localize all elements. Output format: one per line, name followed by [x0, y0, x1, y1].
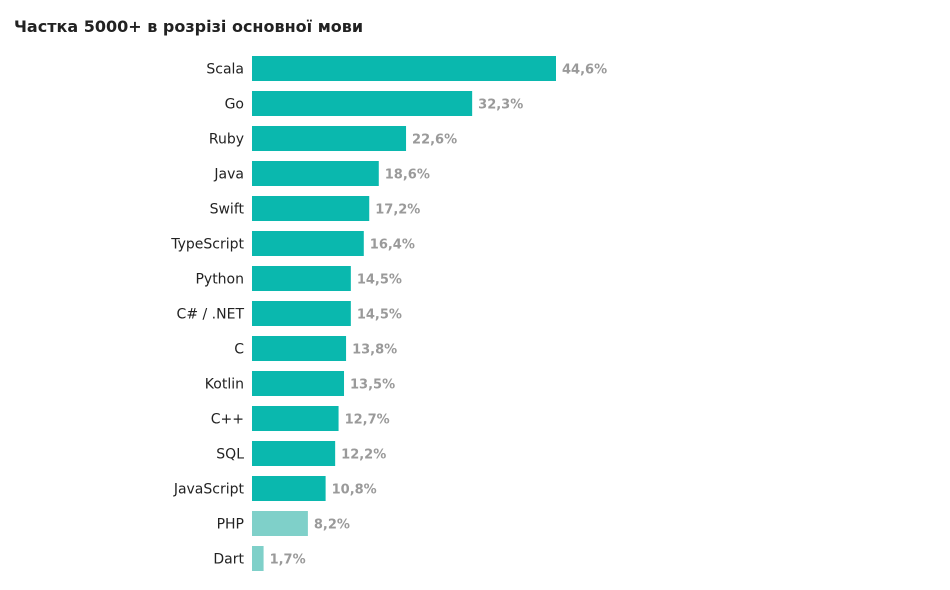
- category-label-sql: SQL: [216, 447, 244, 463]
- category-label-javascript: JavaScript: [173, 482, 245, 498]
- category-label-c-net: C# / .NET: [177, 307, 245, 323]
- value-label-java: 18,6%: [385, 168, 430, 183]
- value-label-kotlin: 13,5%: [350, 378, 395, 393]
- bar-dart: [252, 546, 264, 571]
- value-labels: 44,6% 32,3% 22,6% 18,6% 17,2% 16,4% 14,5% 14,5%…: [270, 63, 608, 568]
- value-label-c: 12,7%: [345, 413, 390, 428]
- category-labels: Scala Go Ruby Java Swift TypeScript Python C# /…: [170, 62, 244, 568]
- category-label-c: C++: [211, 412, 244, 428]
- bar-c-net: [252, 301, 351, 326]
- category-label-java: Java: [213, 167, 244, 183]
- value-label-sql: 12,2%: [341, 448, 386, 463]
- bar-go: [252, 91, 473, 116]
- value-label-python: 14,5%: [357, 273, 402, 288]
- value-label-php: 8,2%: [314, 518, 350, 533]
- bar-java: [252, 161, 379, 186]
- category-label-c: C: [234, 342, 244, 358]
- bar-typescript: [252, 231, 364, 256]
- bar-php: [252, 511, 308, 536]
- category-label-dart: Dart: [213, 552, 244, 568]
- bar-javascript: [252, 476, 326, 501]
- category-label-php: PHP: [217, 517, 244, 533]
- value-label-scala: 44,6%: [562, 63, 607, 78]
- category-label-scala: Scala: [206, 62, 244, 78]
- value-label-c: 13,8%: [352, 343, 397, 358]
- value-label-typescript: 16,4%: [370, 238, 415, 253]
- bar-ruby: [252, 126, 407, 151]
- category-label-kotlin: Kotlin: [205, 377, 244, 393]
- value-label-dart: 1,7%: [270, 553, 306, 568]
- bar-python: [252, 266, 351, 291]
- bar-scala: [252, 56, 556, 81]
- value-label-c-net: 14,5%: [357, 308, 402, 323]
- category-label-typescript: TypeScript: [170, 237, 244, 253]
- bar-kotlin: [252, 371, 345, 396]
- category-label-python: Python: [195, 272, 244, 288]
- value-label-go: 32,3%: [478, 98, 523, 113]
- bars-layer: [252, 56, 556, 571]
- bar-sql: [252, 441, 336, 466]
- chart-title: Частка 5000+ в розрізі основної мови: [14, 17, 364, 36]
- value-label-javascript: 10,8%: [332, 483, 377, 498]
- category-label-swift: Swift: [210, 202, 245, 218]
- bar-c: [252, 336, 347, 361]
- value-label-ruby: 22,6%: [412, 133, 457, 148]
- category-label-go: Go: [225, 97, 244, 113]
- category-label-ruby: Ruby: [209, 132, 244, 148]
- bar-c: [252, 406, 339, 431]
- value-label-swift: 17,2%: [375, 203, 420, 218]
- bar-swift: [252, 196, 370, 221]
